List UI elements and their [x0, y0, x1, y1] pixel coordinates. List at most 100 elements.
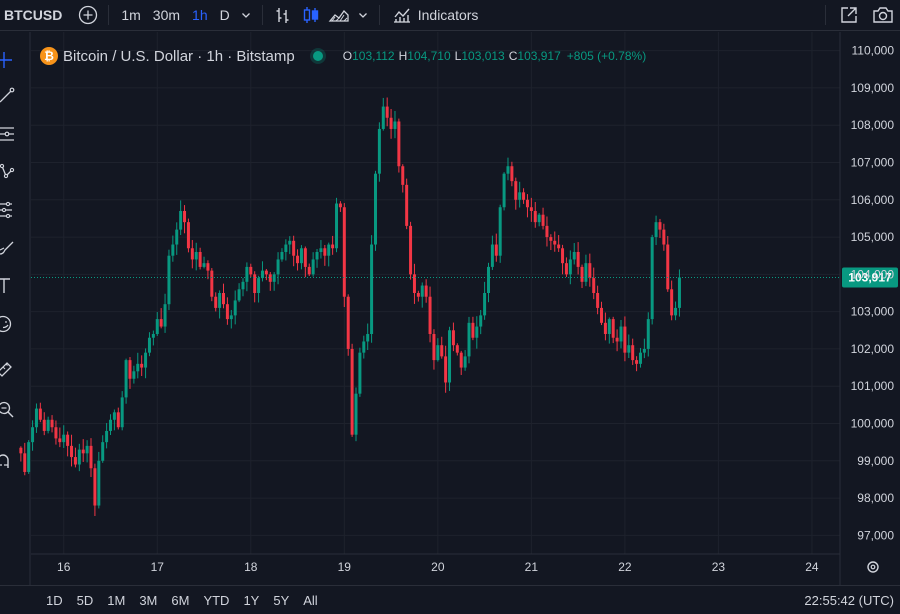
range-6m-button[interactable]: 6M	[171, 592, 190, 608]
range-1y-button[interactable]: 1Y	[243, 592, 260, 608]
emoji-tool-button[interactable]	[0, 312, 17, 336]
chart-settings-button[interactable]	[867, 561, 879, 573]
candlestick-chart[interactable]: 103,917 110,000 109,000 108,000 107,000 106,…	[0, 32, 900, 585]
fullscreen-button[interactable]	[832, 0, 866, 31]
candle-body	[529, 207, 533, 211]
candle-up	[31, 420, 35, 451]
time-axis[interactable]: 16 17 18 19 20 21 22 23 24	[57, 560, 819, 574]
candle-down	[253, 271, 257, 303]
high-label: H	[398, 49, 408, 63]
interval-1m-button[interactable]: 1m	[121, 7, 141, 23]
candle-body	[303, 248, 307, 267]
chart-type-dropdown-button[interactable]	[353, 0, 373, 31]
range-ytd-button[interactable]: YTD	[203, 592, 230, 608]
interval-d-button[interactable]: D	[219, 7, 230, 23]
price-axis[interactable]: 110,000 109,000 108,000 107,000 106,000 105,0…	[851, 44, 895, 543]
indicators-button[interactable]: Indicators	[386, 5, 485, 25]
candle-down	[611, 316, 615, 344]
range-1d-button[interactable]: 1D	[46, 592, 63, 608]
candle-up	[97, 451, 101, 509]
price-tick-label: 108,000	[851, 118, 895, 132]
chart-grid	[31, 32, 840, 555]
zoom-tool-button[interactable]	[0, 398, 17, 422]
chevron-down-icon	[241, 13, 250, 18]
candle-body	[323, 248, 327, 256]
crosshair-tool-button[interactable]	[0, 48, 17, 72]
ruler-tool-button[interactable]	[0, 356, 17, 380]
magnet-tool-button[interactable]	[0, 450, 17, 474]
candles-chart-type-button[interactable]	[297, 0, 325, 31]
utc-clock[interactable]: 22:55:42 (UTC)	[804, 592, 894, 608]
trend-line-tool-button[interactable]	[0, 84, 17, 108]
range-1m-button[interactable]: 1M	[107, 592, 126, 608]
candle-body	[112, 412, 116, 420]
trend-line-icon	[0, 87, 15, 103]
symbol-title[interactable]: Bitcoin / U.S. Dollar · 1h · Bitstamp	[63, 47, 295, 65]
candle-up	[260, 261, 264, 282]
snapshot-button[interactable]	[866, 0, 900, 31]
candle-body	[260, 270, 264, 279]
magnifier-icon	[0, 401, 14, 418]
text-tool-button[interactable]	[0, 274, 17, 298]
candle-body	[537, 214, 541, 223]
candle-body	[179, 210, 183, 230]
candle-body	[518, 192, 522, 200]
candle-down	[580, 264, 584, 289]
range-3m-button[interactable]: 3M	[139, 592, 158, 608]
high-value: 104,710	[407, 49, 451, 63]
candle-down	[140, 355, 144, 377]
candle-down	[592, 267, 596, 300]
candle-down	[428, 286, 432, 343]
candle-down	[183, 205, 187, 234]
candle-body	[284, 244, 288, 252]
interval-dropdown-button[interactable]	[236, 0, 256, 31]
candle-up	[229, 309, 233, 329]
candle-body	[611, 319, 615, 338]
candle-body	[307, 266, 311, 275]
fib-tool-button[interactable]	[0, 122, 17, 146]
area-chart-type-button[interactable]	[325, 0, 353, 31]
interval-1h-button[interactable]: 1h	[192, 7, 208, 23]
candle-body	[444, 356, 448, 383]
brush-tool-button[interactable]	[0, 236, 17, 260]
current-price-badge	[842, 267, 898, 288]
candle-down	[623, 316, 627, 362]
compare-add-symbol-button[interactable]	[74, 0, 102, 31]
candle-body	[436, 345, 440, 361]
candle-down	[346, 294, 350, 356]
bar-chart-type-button[interactable]	[269, 0, 297, 31]
candle-body	[525, 199, 529, 208]
candle-up	[124, 358, 128, 404]
candle-up	[272, 272, 276, 291]
candle-up	[147, 332, 151, 357]
ohlc-open: O103,112	[343, 49, 395, 63]
candle-body	[210, 270, 214, 297]
candle-down	[412, 263, 416, 304]
range-all-button[interactable]: All	[303, 592, 318, 608]
candle-down	[268, 272, 272, 291]
range-5d-button[interactable]: 5D	[76, 592, 94, 608]
low-label: L	[454, 49, 462, 63]
gear-icon-center	[870, 564, 876, 570]
candle-up	[299, 245, 303, 270]
symbol-search-button[interactable]: BTCUSD	[4, 7, 63, 23]
candle-body	[120, 397, 124, 428]
candle-body	[144, 352, 148, 368]
interval-30m-button[interactable]: 30m	[152, 7, 181, 23]
candle-down	[222, 283, 226, 309]
market-status-icon[interactable]	[312, 51, 323, 61]
candle-down	[553, 231, 557, 252]
range-5y-button[interactable]: 5Y	[273, 592, 290, 608]
camera-icon	[873, 7, 893, 23]
candle-body	[642, 348, 646, 353]
projection-tool-button[interactable]	[0, 198, 17, 222]
candle-body	[338, 203, 342, 208]
area-chart-icon	[328, 9, 349, 22]
candle-body	[670, 289, 674, 316]
candle-body	[662, 229, 666, 245]
candle-up	[650, 234, 654, 325]
candles-icon	[303, 7, 318, 23]
candle-body	[553, 240, 557, 245]
pattern-tool-button[interactable]	[0, 160, 17, 184]
change-value: +805 (+0.78%)	[566, 49, 647, 63]
